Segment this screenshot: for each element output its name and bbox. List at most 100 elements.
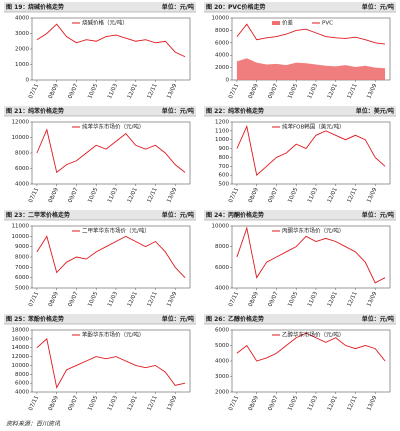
figure-unit: 单位：元/吨: [362, 3, 394, 11]
y-tick-label: 900: [219, 146, 230, 152]
x-tick-label: 12/11: [146, 83, 158, 100]
figure-title: 丙酮价格走势: [228, 211, 264, 219]
figure-number: 图 23：: [6, 211, 28, 219]
y-tick-label: 10000: [12, 234, 30, 240]
x-tick-label: 07/11: [228, 291, 240, 308]
y-tick-label: 1000: [15, 62, 29, 68]
y-tick-label: 500: [219, 182, 230, 188]
x-tick-label: 08/09: [48, 186, 60, 203]
y-tick-label: 16000: [12, 336, 30, 342]
x-tick-label: 08/09: [248, 394, 260, 411]
figure-header: [204, 106, 396, 116]
x-tick-label: 07/11: [28, 291, 40, 308]
figure-header: [4, 2, 196, 12]
y-tick-label: 6000: [215, 265, 229, 271]
y-tick-label: 600: [219, 173, 230, 179]
figure-header: [204, 314, 396, 324]
x-tick-label: 11/03: [107, 82, 119, 99]
x-tick-label: 07/11: [28, 83, 40, 100]
y-tick-label: 8000: [15, 151, 29, 157]
y-tick-label: 12000: [12, 120, 30, 126]
figure-header: [4, 314, 196, 324]
figure-unit: 单位：元/吨: [162, 315, 194, 323]
y-tick-label: 5000: [15, 286, 29, 292]
figure-unit: 单位：元/吨: [162, 3, 194, 11]
x-tick-label: 07/11: [228, 395, 240, 412]
x-tick-label: 13/09: [366, 186, 378, 203]
figure-number: 图 26：: [206, 315, 228, 323]
figure-number: 图 24：: [206, 211, 228, 219]
x-tick-label: 12/01: [127, 187, 139, 204]
x-tick-label: 12/11: [146, 291, 158, 308]
x-tick-label: 09/07: [267, 82, 279, 99]
figure-header: [4, 106, 196, 116]
y-tick-label: 12000: [12, 354, 30, 360]
y-tick-label: 4000: [215, 53, 229, 59]
y-tick-label: 11000: [12, 224, 30, 230]
figure-unit: 单位：元/吨: [162, 211, 194, 219]
x-tick-label: 12/01: [327, 187, 339, 204]
x-tick-label: 10/05: [287, 394, 299, 411]
y-tick-label: 0: [26, 78, 30, 84]
y-tick-label: 10000: [212, 16, 230, 22]
x-tick-label: 11/03: [307, 290, 319, 307]
figure-header: [204, 2, 396, 12]
x-tick-label: 09/07: [267, 394, 279, 411]
y-tick-label: 8000: [215, 28, 229, 34]
y-tick-label: 9000: [15, 244, 29, 250]
y-tick-label: 10000: [212, 224, 230, 230]
plot-frame: [31, 17, 191, 81]
x-tick-label: 12/11: [346, 187, 358, 204]
x-tick-label: 13/09: [366, 82, 378, 99]
line: [36, 235, 186, 278]
line: [236, 23, 386, 45]
figure-title: 二甲苯价格走势: [28, 211, 70, 219]
x-tick-label: 09/07: [267, 290, 279, 307]
legend-label: 价差: [282, 19, 294, 27]
y-tick-label: 6000: [215, 40, 229, 46]
x-tick-label: 11/03: [307, 186, 319, 203]
x-tick-label: 09/07: [267, 186, 279, 203]
x-tick-label: 08/09: [248, 290, 260, 307]
y-tick-label: 14000: [12, 345, 30, 351]
figure-header: [204, 210, 396, 220]
x-tick-label: 11/03: [307, 394, 319, 411]
legend-swatch: [272, 21, 280, 25]
figure-number: 图 21：: [6, 107, 28, 115]
y-tick-label: 4000: [15, 16, 29, 22]
x-tick-label: 09/07: [67, 186, 79, 203]
line: [36, 23, 186, 58]
x-tick-label: 07/11: [28, 187, 40, 204]
x-tick-label: 10/05: [87, 186, 99, 203]
legend-label: 乙醇华东市场价（元/吨）: [282, 331, 344, 339]
y-tick-label: 3000: [215, 374, 229, 380]
x-tick-label: 12/11: [346, 395, 358, 412]
x-tick-label: 12/11: [146, 395, 158, 412]
x-tick-label: 11/03: [307, 82, 319, 99]
figure-number: 图 19：: [6, 3, 28, 11]
y-tick-label: 8000: [15, 255, 29, 261]
plot-frame: [31, 121, 191, 185]
figure-title: 烧碱价格走势: [28, 3, 64, 11]
figure-title: 苯酚价格走势: [27, 315, 64, 323]
y-tick-label: 700: [219, 164, 230, 170]
y-tick-label: 10000: [12, 135, 30, 141]
y-tick-label: 8000: [215, 244, 229, 250]
x-tick-label: 12/01: [127, 395, 139, 412]
plot-frame: [31, 329, 191, 393]
x-tick-label: 10/05: [287, 290, 299, 307]
x-tick-label: 08/09: [48, 394, 60, 411]
legend-label: 纯苯FOB韩国（美元/吨）: [282, 123, 345, 131]
x-tick-label: 12/01: [127, 291, 139, 308]
y-tick-label: 6000: [15, 381, 29, 387]
x-tick-label: 10/05: [287, 82, 299, 99]
x-tick-label: 13/09: [366, 394, 378, 411]
figure-number: 图 22：: [206, 107, 228, 115]
x-tick-label: 12/01: [127, 83, 139, 100]
y-tick-label: 6000: [215, 328, 229, 334]
x-tick-label: 07/11: [228, 187, 240, 204]
x-tick-label: 08/09: [248, 82, 260, 99]
y-tick-label: 2000: [215, 65, 229, 71]
y-tick-label: 6000: [15, 275, 29, 281]
